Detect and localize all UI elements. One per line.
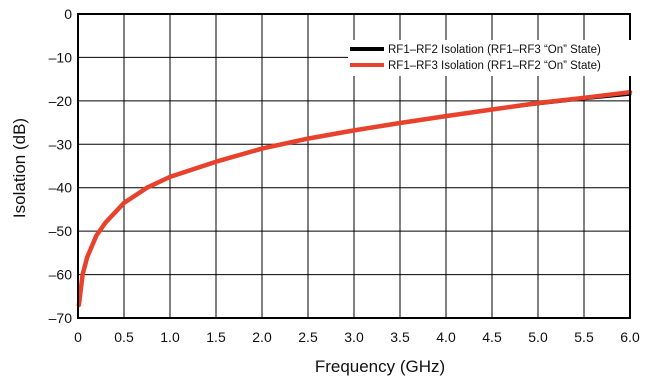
y-tick-label: –10 (49, 49, 73, 65)
x-tick-labels: 0 0.5 1.0 1.5 2.0 2.5 3.0 3.5 4.0 4.5 5.0 5.5 6.0 (74, 329, 640, 345)
x-tick-label: 1.5 (206, 329, 226, 345)
legend: RF1–RF2 Isolation (RF1–RF3 “On” State) R… (348, 40, 638, 76)
legend-label-series-1: RF1–RF2 Isolation (RF1–RF3 “On” State) (388, 44, 601, 56)
x-tick-label: 3.5 (390, 329, 410, 345)
series-line-2 (76, 89, 633, 308)
y-tick-label: –40 (49, 180, 73, 196)
y-tick-label: –70 (49, 310, 73, 326)
x-tick-label: 4.5 (482, 329, 502, 345)
x-tick-label: 3.0 (344, 329, 364, 345)
y-axis-label: Isolation (dB) (10, 118, 29, 218)
x-tick-label: 5.5 (574, 329, 594, 345)
x-tick-label: 2.0 (252, 329, 272, 345)
legend-background (348, 40, 638, 76)
series-lines (76, 89, 633, 308)
plot-frame (77, 13, 631, 319)
y-tick-label: –60 (49, 267, 73, 283)
y-tick-label: –50 (49, 223, 73, 239)
x-axis-label: Frequency (GHz) (315, 357, 445, 376)
y-tick-label: –20 (49, 93, 73, 109)
y-tick-label: 0 (64, 6, 72, 22)
x-tick-label: 2.5 (298, 329, 318, 345)
x-tick-label: 1.0 (160, 329, 180, 345)
x-tick-label: 0.5 (114, 329, 134, 345)
x-tick-label: 4.0 (436, 329, 456, 345)
x-tick-label: 5.0 (528, 329, 548, 345)
legend-label-series-2: RF1–RF3 Isolation (RF1–RF2 “On” State) (388, 60, 601, 72)
x-tick-label: 0 (74, 329, 82, 345)
y-tick-labels: 0 –10 –20 –30 –40 –50 –60 –70 (49, 6, 73, 326)
x-tick-label: 6.0 (620, 329, 640, 345)
y-tick-label: –30 (49, 136, 73, 152)
